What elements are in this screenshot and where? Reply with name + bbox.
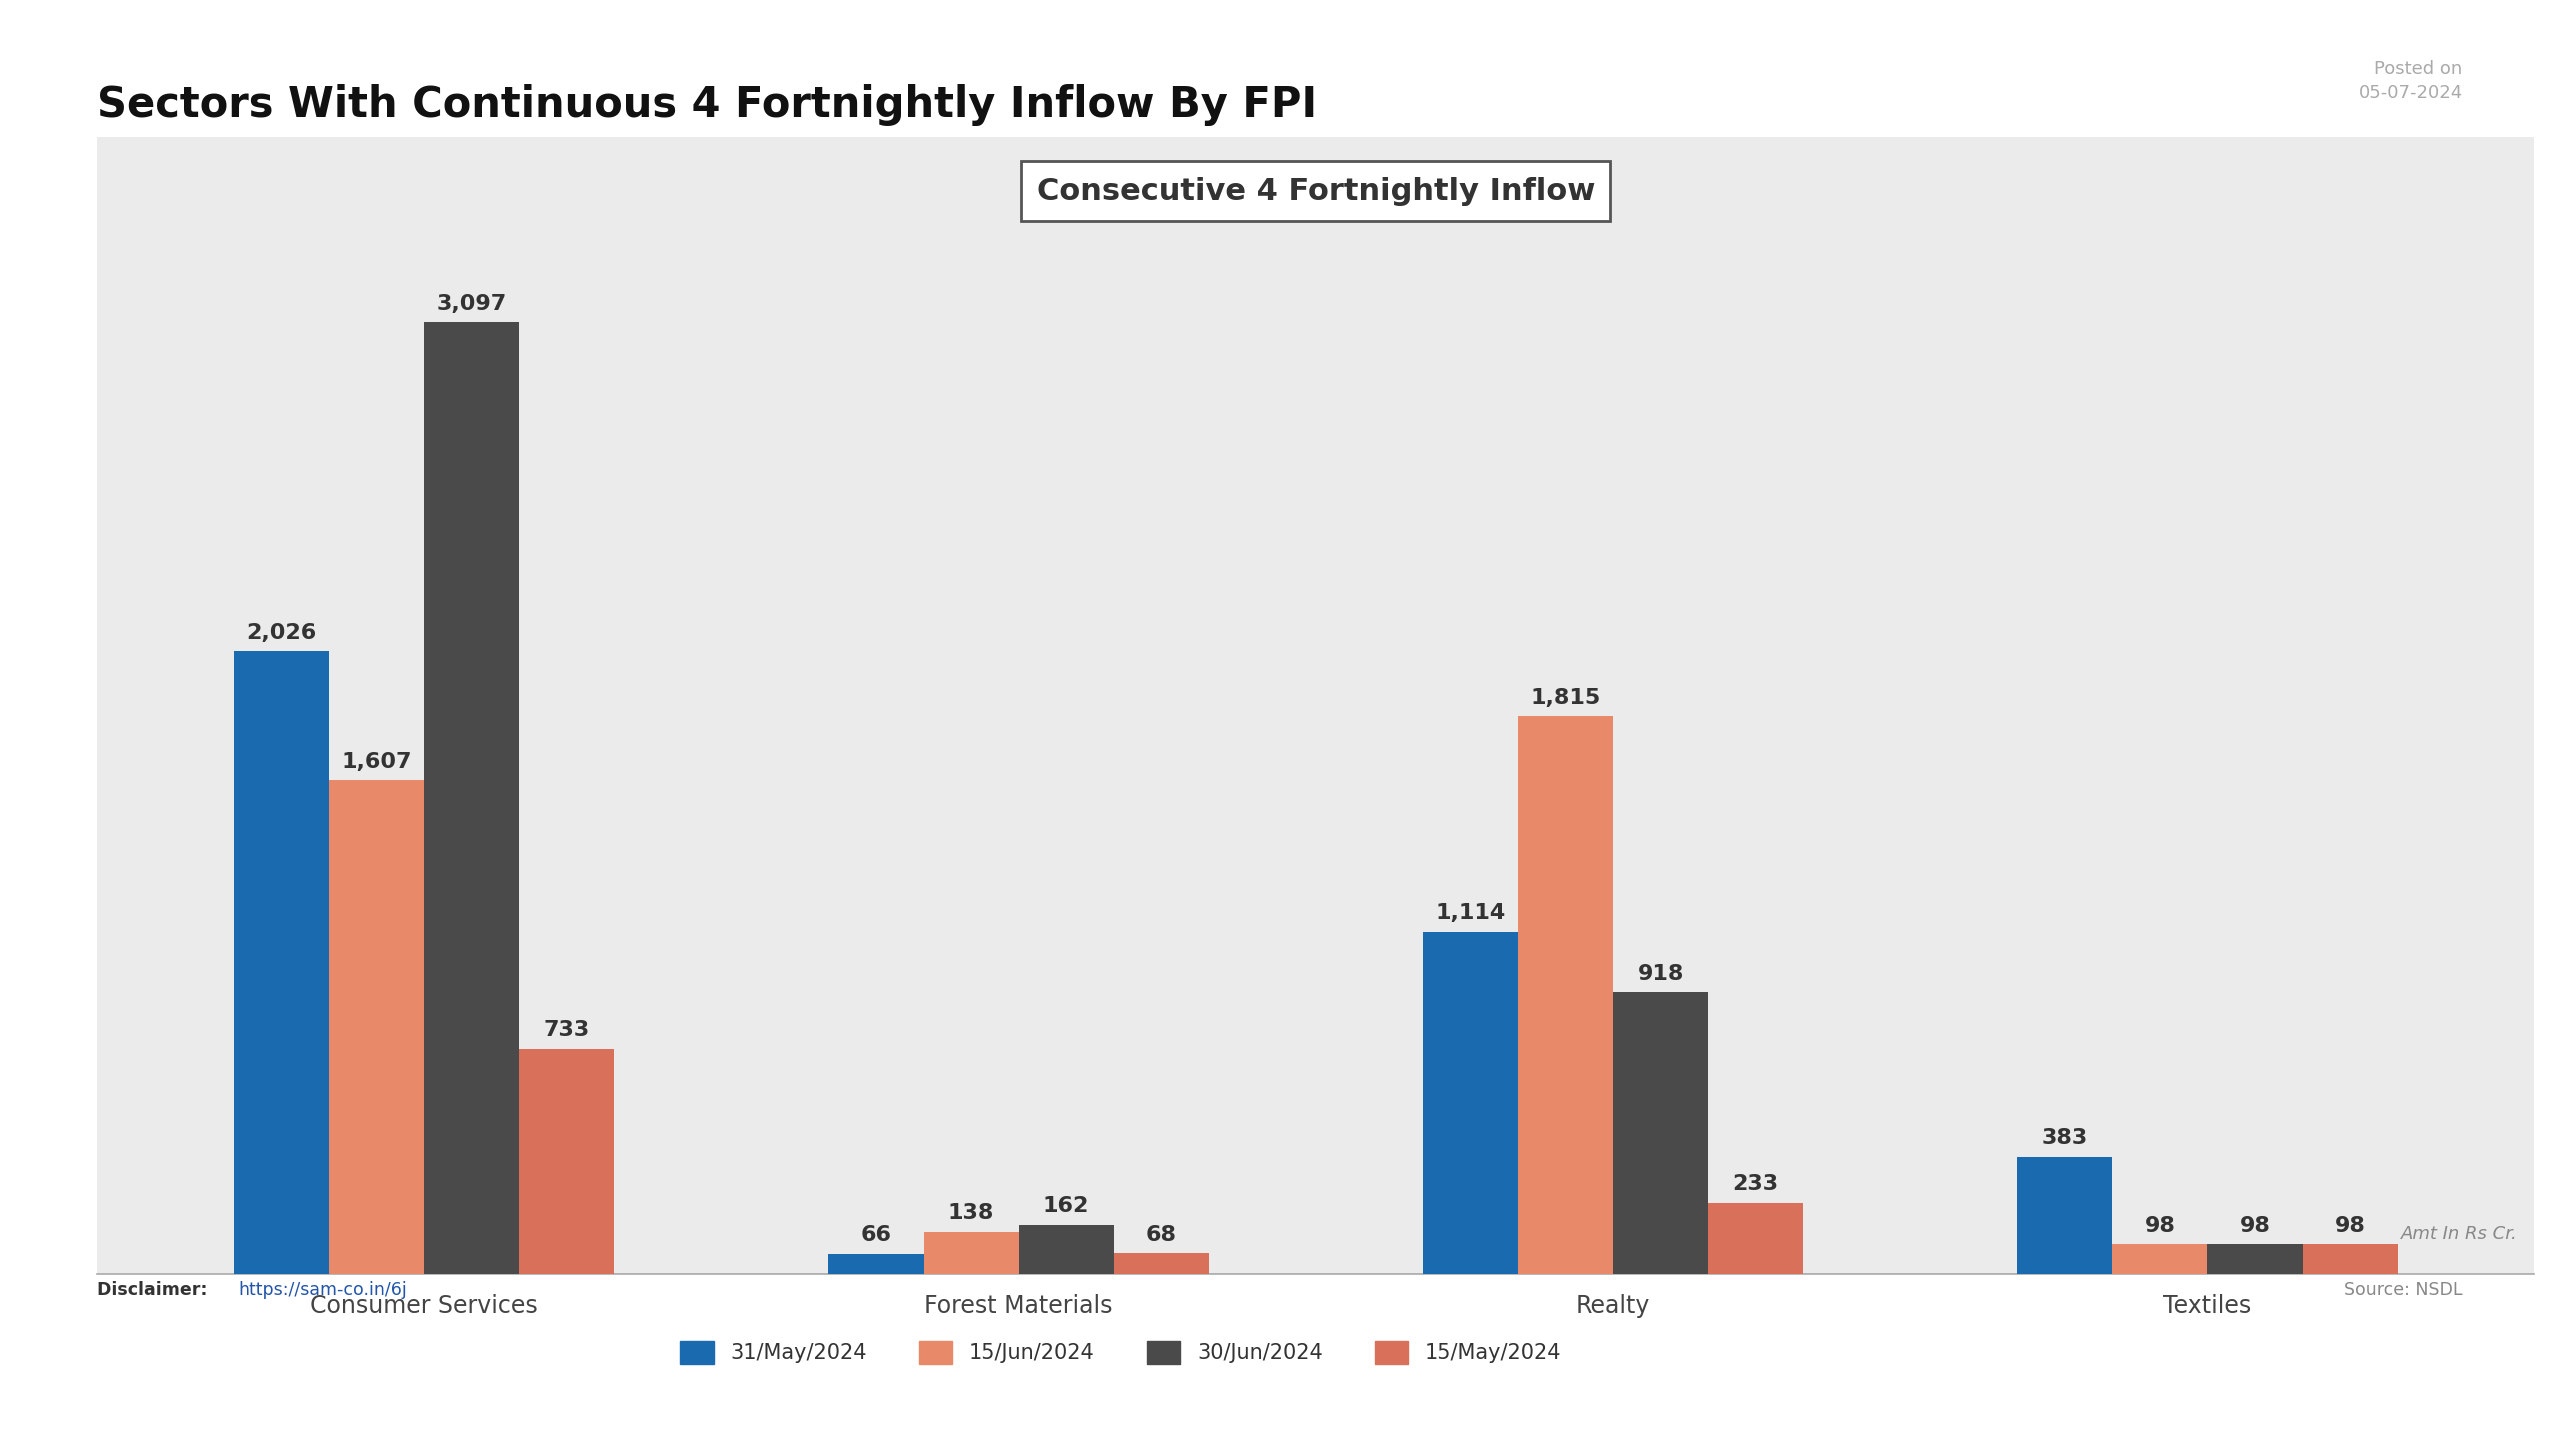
Bar bbox=[1423, 932, 1518, 1274]
Text: 3,097: 3,097 bbox=[438, 294, 507, 314]
Bar bbox=[1019, 1224, 1114, 1274]
Text: Posted on
05-07-2024: Posted on 05-07-2024 bbox=[2358, 60, 2463, 102]
Text: 383: 383 bbox=[2043, 1128, 2089, 1148]
Bar bbox=[425, 323, 520, 1274]
Text: 138: 138 bbox=[947, 1204, 993, 1224]
Text: 162: 162 bbox=[1042, 1197, 1091, 1215]
Bar bbox=[330, 780, 425, 1274]
Text: Consecutive 4 Fortnightly Inflow: Consecutive 4 Fortnightly Inflow bbox=[1037, 177, 1595, 206]
Text: 98: 98 bbox=[2335, 1215, 2365, 1236]
Text: #SAMSHOTS: #SAMSHOTS bbox=[56, 1359, 369, 1403]
Text: https://sam-co.in/6j: https://sam-co.in/6j bbox=[238, 1282, 407, 1299]
Text: 918: 918 bbox=[1638, 963, 1684, 984]
Text: 233: 233 bbox=[1733, 1174, 1779, 1194]
Text: 68: 68 bbox=[1147, 1225, 1178, 1246]
Text: Disclaimer:: Disclaimer: bbox=[97, 1282, 215, 1299]
Text: Sectors With Continuous 4 Fortnightly Inflow By FPI: Sectors With Continuous 4 Fortnightly In… bbox=[97, 84, 1318, 125]
Bar bbox=[1613, 992, 1708, 1274]
Text: 66: 66 bbox=[860, 1225, 891, 1246]
Text: 1,607: 1,607 bbox=[340, 752, 412, 772]
Text: ×SAMCO: ×SAMCO bbox=[2286, 1359, 2504, 1403]
Text: 1,815: 1,815 bbox=[1531, 688, 1600, 707]
Bar bbox=[2301, 1244, 2399, 1274]
Bar bbox=[1114, 1253, 1208, 1274]
Bar bbox=[924, 1233, 1019, 1274]
Text: 1,114: 1,114 bbox=[1436, 903, 1505, 923]
Bar bbox=[2112, 1244, 2207, 1274]
Text: 2,026: 2,026 bbox=[246, 624, 317, 642]
Text: Amt In Rs Cr.: Amt In Rs Cr. bbox=[2401, 1224, 2516, 1243]
Bar bbox=[2017, 1156, 2112, 1274]
Text: 733: 733 bbox=[543, 1021, 589, 1041]
Text: 98: 98 bbox=[2145, 1215, 2176, 1236]
Bar bbox=[1518, 716, 1613, 1274]
Text: 98: 98 bbox=[2240, 1215, 2271, 1236]
Bar bbox=[1708, 1202, 1802, 1274]
Text: Source: NSDL: Source: NSDL bbox=[2345, 1282, 2463, 1299]
Bar bbox=[2207, 1244, 2301, 1274]
Legend: 31/May/2024, 15/Jun/2024, 30/Jun/2024, 15/May/2024: 31/May/2024, 15/Jun/2024, 30/Jun/2024, 1… bbox=[673, 1332, 1569, 1372]
Bar bbox=[233, 651, 330, 1274]
Bar bbox=[829, 1254, 924, 1274]
Bar bbox=[520, 1048, 614, 1274]
